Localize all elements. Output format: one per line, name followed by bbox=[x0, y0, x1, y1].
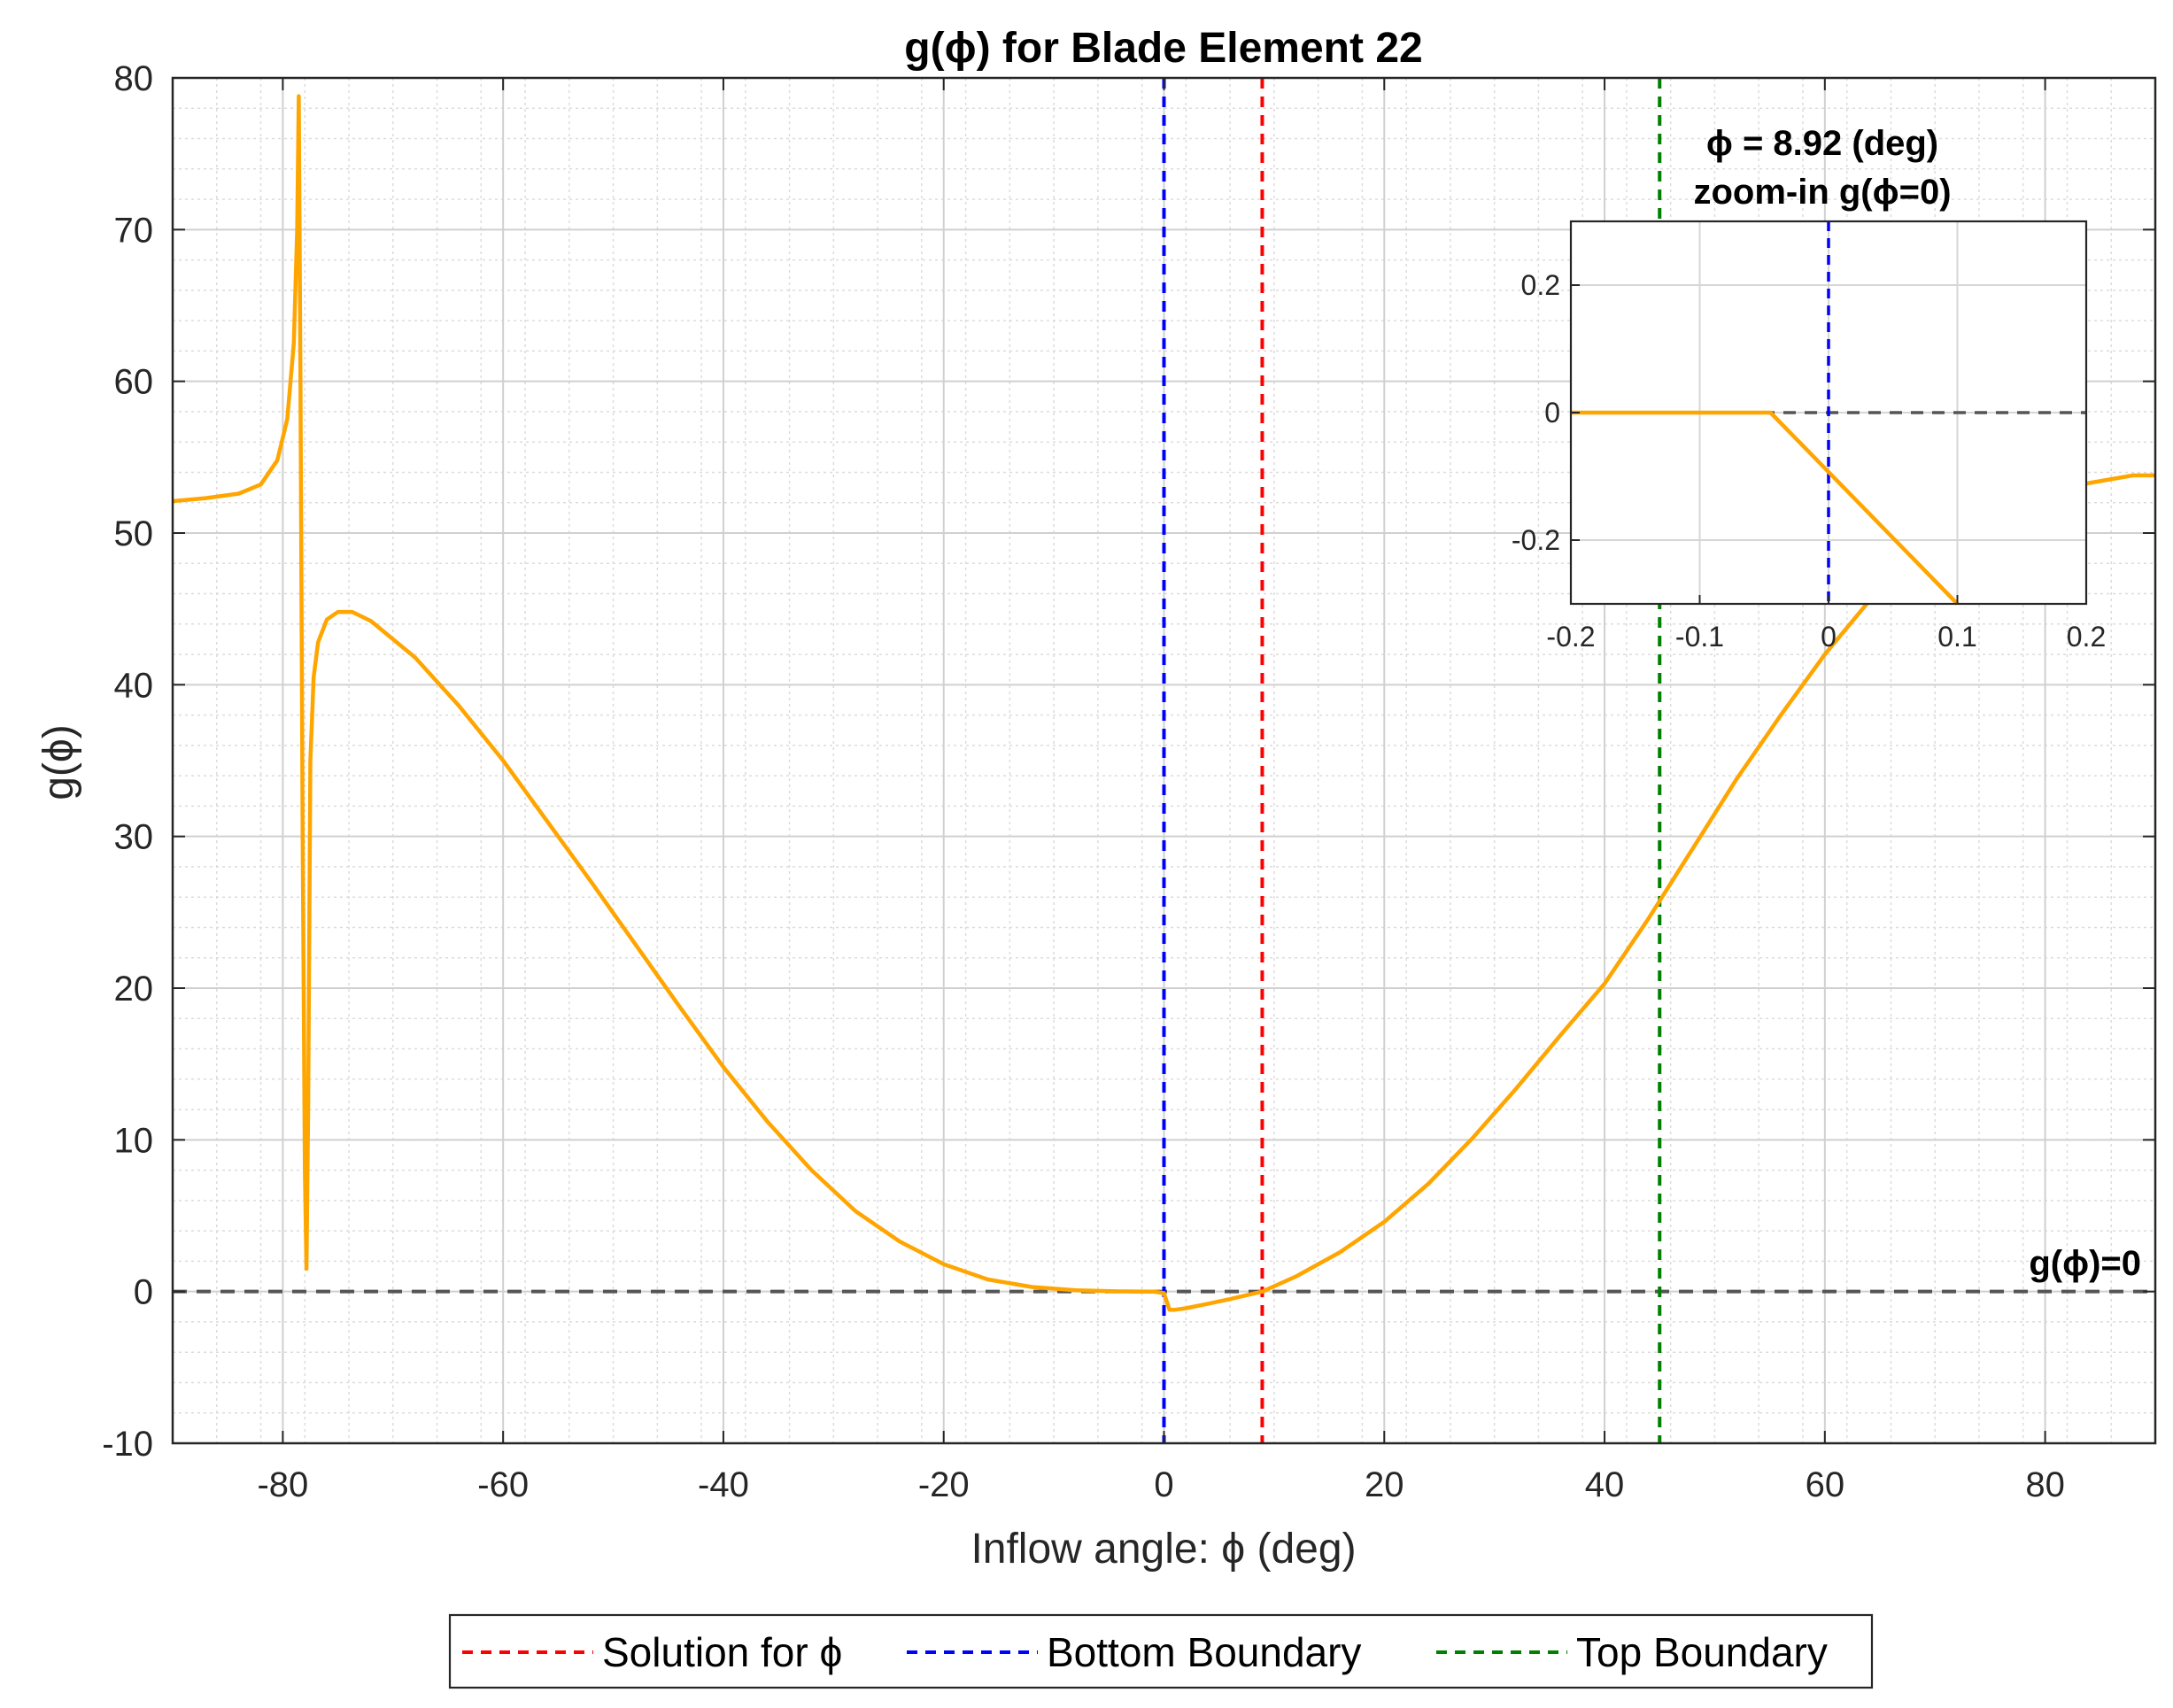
y-tick-label: 80 bbox=[114, 59, 154, 98]
y-tick-label: 30 bbox=[114, 818, 154, 857]
chart-title: g(ϕ) for Blade Element 22 bbox=[904, 25, 1422, 72]
y-tick-label: 20 bbox=[114, 970, 154, 1009]
x-tick-label: -60 bbox=[477, 1465, 529, 1504]
x-tick-label: -40 bbox=[698, 1465, 749, 1504]
zoom-annotation: zoom-in g(ϕ=0) bbox=[1693, 173, 1951, 212]
x-axis-ticks: -80 -60 -40 -20 0 20 40 60 80 bbox=[257, 78, 2065, 1504]
x-axis-label: Inflow angle: ϕ (deg) bbox=[971, 1526, 1356, 1573]
inset-x-ticks: -0.2 -0.1 0 0.1 0.2 bbox=[1546, 595, 2106, 653]
inset-x-tick-label: -0.2 bbox=[1546, 621, 1595, 653]
solution-annotation: ϕ = 8.92 (deg) bbox=[1706, 124, 1938, 163]
inset-y-tick-label: -0.2 bbox=[1512, 524, 1560, 556]
inset-x-tick-label: 0 bbox=[1821, 621, 1837, 653]
y-tick-label: -10 bbox=[102, 1425, 153, 1464]
inset-x-tick-label: -0.1 bbox=[1675, 621, 1724, 653]
legend-top-label: Top Boundary bbox=[1576, 1629, 1828, 1675]
inset-g-phi-curve bbox=[1571, 410, 1960, 606]
x-tick-label: 60 bbox=[1806, 1465, 1845, 1504]
y-axis-label: g(ϕ) bbox=[35, 724, 82, 800]
y-tick-label: 60 bbox=[114, 363, 154, 402]
x-tick-label: -20 bbox=[918, 1465, 970, 1504]
inset-axes: -0.2 -0.1 0 0.1 0.2 -0.2 0 0.2 bbox=[1512, 220, 2106, 653]
legend-box bbox=[448, 1613, 1874, 1689]
y-tick-label: 0 bbox=[134, 1273, 153, 1312]
inset-x-tick-label: 0.2 bbox=[2067, 621, 2106, 653]
x-tick-label: 0 bbox=[1154, 1465, 1173, 1504]
legend-bottom-label: Bottom Boundary bbox=[1047, 1629, 1361, 1675]
g-phi-curve bbox=[172, 94, 2155, 1312]
y-tick-label: 40 bbox=[114, 666, 154, 705]
inset-y-ticks: -0.2 0 0.2 bbox=[1512, 269, 1580, 556]
inset-y-tick-label: 0.2 bbox=[1521, 269, 1560, 301]
y-axis-ticks: -10 0 10 20 30 40 50 60 70 80 bbox=[102, 59, 2155, 1464]
inset-x-tick-label: 0.1 bbox=[1937, 621, 1976, 653]
legend-solution-label: Solution for ϕ bbox=[602, 1629, 842, 1675]
x-tick-label: -80 bbox=[257, 1465, 308, 1504]
y-tick-label: 70 bbox=[114, 211, 154, 250]
legend: Solution for ϕ Bottom Boundary Top Bound… bbox=[448, 1613, 1874, 1689]
zero-line-label: g(ϕ)=0 bbox=[2029, 1244, 2141, 1283]
x-tick-label: 40 bbox=[1585, 1465, 1625, 1504]
y-tick-label: 50 bbox=[114, 514, 154, 553]
x-tick-label: 20 bbox=[1365, 1465, 1404, 1504]
inset-y-tick-label: 0 bbox=[1544, 397, 1560, 429]
x-tick-label: 80 bbox=[2025, 1465, 2065, 1504]
y-tick-label: 10 bbox=[114, 1121, 154, 1160]
